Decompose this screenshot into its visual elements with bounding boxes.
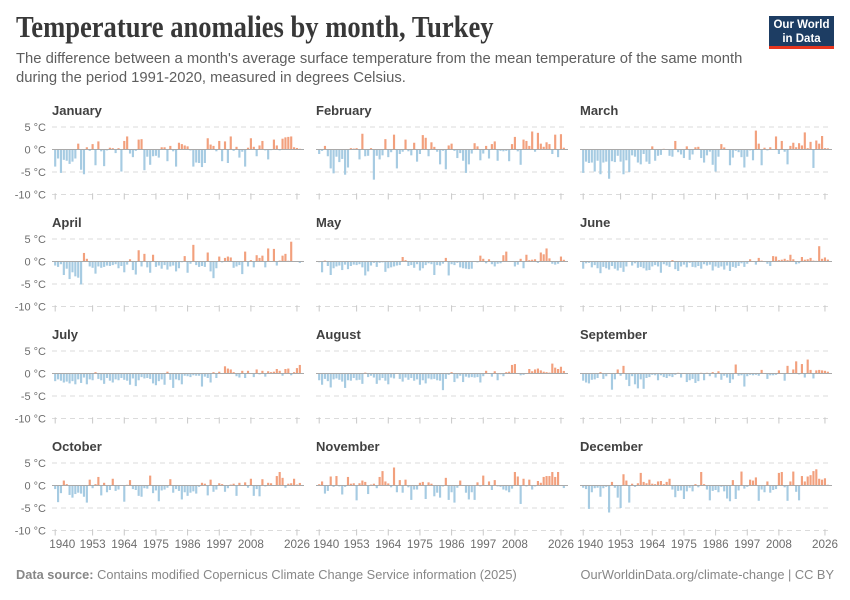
svg-text:2026: 2026 <box>548 538 574 551</box>
svg-text:5 °C: 5 °C <box>24 346 46 358</box>
svg-text:1940: 1940 <box>49 538 76 551</box>
svg-text:1997: 1997 <box>734 538 760 551</box>
svg-text:0 °C: 0 °C <box>24 480 46 492</box>
svg-text:2008: 2008 <box>238 538 264 551</box>
svg-text:-10 °C: -10 °C <box>15 301 46 313</box>
svg-text:July: July <box>52 327 79 342</box>
svg-text:March: March <box>580 103 618 118</box>
svg-text:January: January <box>52 103 103 118</box>
svg-text:1997: 1997 <box>206 538 232 551</box>
svg-text:1964: 1964 <box>375 538 402 551</box>
svg-text:1986: 1986 <box>703 538 729 551</box>
svg-text:0 °C: 0 °C <box>24 256 46 268</box>
svg-text:1997: 1997 <box>470 538 496 551</box>
svg-text:1975: 1975 <box>407 538 434 551</box>
svg-text:-10 °C: -10 °C <box>15 525 46 537</box>
svg-text:1953: 1953 <box>608 538 634 551</box>
svg-text:1964: 1964 <box>111 538 138 551</box>
svg-text:April: April <box>52 215 82 230</box>
svg-text:2008: 2008 <box>502 538 528 551</box>
svg-text:June: June <box>580 215 610 230</box>
svg-text:1986: 1986 <box>175 538 201 551</box>
svg-text:September: September <box>580 327 647 342</box>
svg-text:5 °C: 5 °C <box>24 458 46 470</box>
svg-text:5 °C: 5 °C <box>24 122 46 134</box>
svg-text:December: December <box>580 439 643 454</box>
svg-text:1975: 1975 <box>143 538 170 551</box>
svg-text:1953: 1953 <box>344 538 370 551</box>
svg-text:October: October <box>52 439 102 454</box>
svg-text:-5 °C: -5 °C <box>21 279 46 291</box>
svg-text:-5 °C: -5 °C <box>21 391 46 403</box>
svg-text:2026: 2026 <box>812 538 838 551</box>
svg-text:November: November <box>316 439 380 454</box>
svg-text:-5 °C: -5 °C <box>21 167 46 179</box>
svg-text:-10 °C: -10 °C <box>15 413 46 425</box>
svg-text:1964: 1964 <box>639 538 666 551</box>
svg-text:1953: 1953 <box>80 538 106 551</box>
svg-text:2026: 2026 <box>284 538 310 551</box>
svg-text:1940: 1940 <box>313 538 340 551</box>
svg-text:August: August <box>316 327 361 342</box>
svg-text:-5 °C: -5 °C <box>21 503 46 515</box>
svg-text:1975: 1975 <box>671 538 698 551</box>
svg-text:May: May <box>316 215 342 230</box>
svg-text:5 °C: 5 °C <box>24 234 46 246</box>
svg-text:2008: 2008 <box>766 538 792 551</box>
svg-text:1986: 1986 <box>439 538 465 551</box>
svg-text:-10 °C: -10 °C <box>15 189 46 201</box>
svg-text:0 °C: 0 °C <box>24 144 46 156</box>
svg-text:February: February <box>316 103 372 118</box>
svg-text:0 °C: 0 °C <box>24 368 46 380</box>
svg-text:1940: 1940 <box>577 538 604 551</box>
